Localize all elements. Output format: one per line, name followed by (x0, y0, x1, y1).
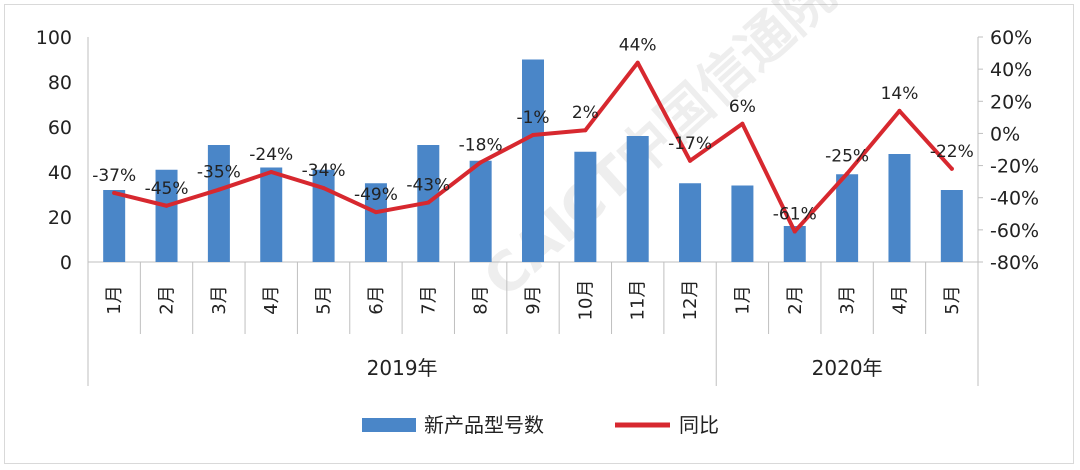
bar (626, 136, 649, 262)
left-tick-label: 60 (48, 117, 72, 139)
bar (312, 169, 335, 262)
left-tick-label: 0 (60, 252, 72, 274)
line-point (531, 133, 535, 138)
line-point (112, 190, 117, 195)
category-label: 6月 (366, 285, 387, 314)
line-point (269, 170, 274, 174)
bar (574, 151, 597, 262)
bar (679, 183, 702, 262)
bar (103, 190, 126, 262)
line-point (478, 160, 483, 165)
legend-line-label: 同比 (679, 413, 719, 437)
line-data-label: 6% (729, 97, 756, 117)
category-label: 8月 (471, 285, 492, 314)
line-data-label: -37% (92, 166, 136, 186)
left-tick-label: 80 (48, 72, 72, 94)
left-tick-label: 100 (36, 27, 72, 49)
right-tick-label: -80% (990, 252, 1039, 274)
bar (836, 174, 859, 262)
category-label: 2月 (785, 285, 806, 314)
line-data-label: -43% (406, 176, 450, 196)
bar (522, 59, 544, 262)
line-data-label: -49% (354, 185, 398, 205)
category-label: 3月 (209, 285, 230, 314)
right-tick-label: -20% (990, 156, 1039, 178)
line-point (216, 187, 221, 192)
category-label: 5月 (314, 285, 335, 314)
right-tick-label: 20% (990, 91, 1032, 113)
bar (888, 154, 911, 262)
bar (731, 185, 754, 262)
left-tick-label: 40 (48, 162, 72, 184)
right-tick-label: 0% (990, 123, 1020, 145)
line-data-label: -45% (145, 179, 189, 199)
bar (783, 226, 806, 262)
category-label: 5月 (942, 285, 963, 314)
left-tick-label: 20 (48, 207, 72, 229)
line-point (373, 210, 378, 215)
line-point (635, 60, 640, 65)
category-label: 12月 (680, 280, 701, 321)
line-data-label: -18% (459, 135, 503, 155)
line-point (688, 158, 693, 163)
line-data-label: -17% (668, 134, 712, 154)
category-label: 1月 (104, 285, 125, 314)
line-data-label: 2% (572, 103, 599, 123)
line-data-label: -35% (197, 163, 241, 183)
right-tick-label: 60% (990, 27, 1032, 49)
line-point (321, 186, 326, 191)
category-label: 7月 (418, 285, 439, 314)
bar (207, 145, 230, 262)
line-data-label: -22% (930, 142, 974, 162)
category-label: 4月 (889, 285, 910, 314)
line-point (740, 121, 745, 126)
bar (469, 160, 492, 262)
right-tick-label: 40% (990, 59, 1032, 81)
line-data-label: 14% (881, 84, 919, 104)
right-tick-label: -60% (990, 220, 1039, 242)
line-data-label: -1% (516, 108, 549, 128)
line-point (583, 128, 588, 133)
group-label: 2020年 (812, 356, 883, 380)
right-tick-label: -40% (990, 188, 1039, 210)
legend-bar-swatch (362, 418, 416, 432)
line-point (949, 166, 954, 171)
line-point (792, 229, 797, 234)
line-data-label: -25% (825, 147, 869, 167)
category-label: 11月 (628, 280, 649, 321)
line-point (164, 203, 169, 208)
line-data-label: 44% (619, 36, 657, 56)
line-data-label: -24% (249, 145, 293, 165)
category-label: 4月 (261, 285, 282, 314)
line-data-label: -34% (302, 161, 346, 181)
category-label: 3月 (837, 285, 858, 314)
category-label: 9月 (523, 285, 544, 314)
group-label: 2019年 (367, 356, 438, 380)
bar (364, 183, 387, 262)
line-point (897, 108, 902, 113)
line-data-label: -61% (773, 204, 817, 224)
bar (155, 169, 178, 262)
category-label: 10月 (575, 280, 596, 321)
category-label: 2月 (157, 285, 178, 314)
line-point (426, 200, 431, 205)
line-point (845, 171, 850, 176)
legend-bar-label: 新产品型号数 (424, 413, 544, 437)
bar (940, 190, 963, 262)
category-label: 1月 (732, 285, 753, 314)
bar (260, 167, 283, 262)
